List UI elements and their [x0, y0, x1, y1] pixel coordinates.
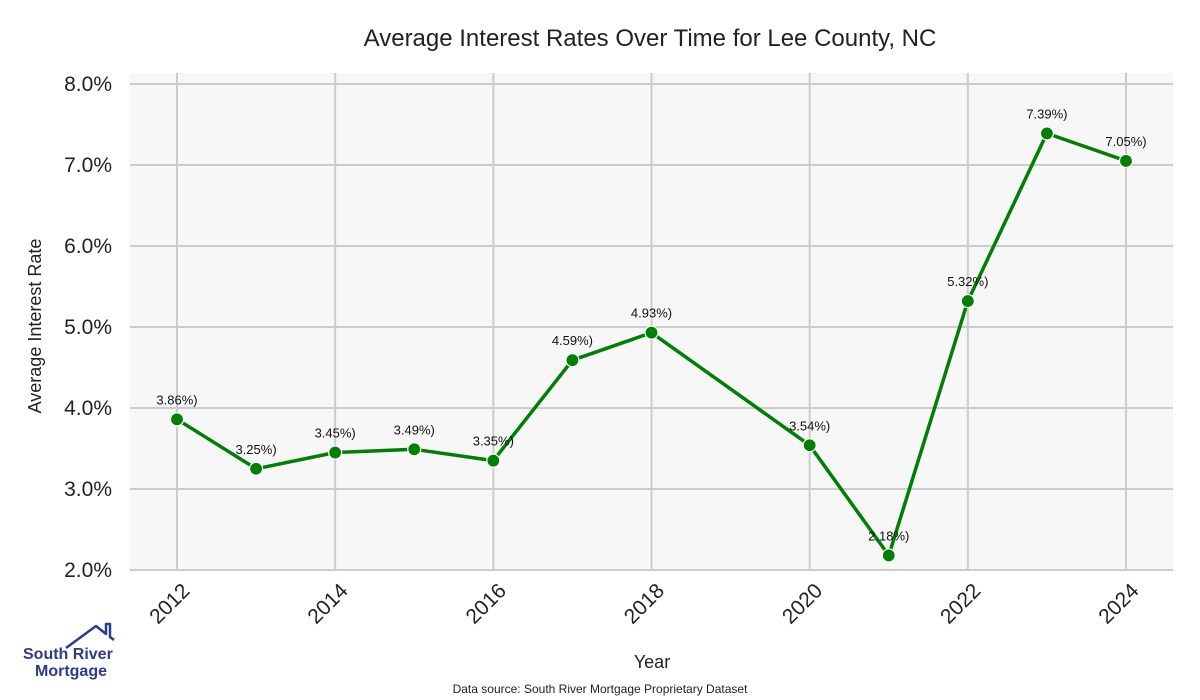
data-point	[881, 548, 896, 563]
x-axis-label: Year	[634, 652, 670, 672]
data-label: 3.49%)	[394, 422, 435, 437]
x-tick-label: 2020	[778, 579, 827, 628]
data-point	[1039, 126, 1055, 141]
data-label: 3.45%)	[315, 426, 356, 441]
data-point	[486, 453, 501, 468]
logo-line-2: Mortgage	[35, 663, 107, 680]
logo: South River Mortgage	[23, 622, 115, 680]
data-point	[407, 442, 422, 457]
x-tick-label: 2024	[1094, 579, 1144, 629]
y-tick-label: 7.0%	[64, 154, 112, 177]
data-label: 7.05%)	[1105, 134, 1146, 149]
data-labels: 3.86%) 3.25%) 3.45%) 3.49%) 3.35%) 4.59%) 4.93…	[156, 106, 1146, 543]
house-roof-icon	[65, 622, 115, 650]
series-line	[176, 131, 1127, 558]
y-tick-label: 5.0%	[64, 316, 112, 339]
x-tick-label: 2022	[936, 579, 985, 628]
data-point	[565, 353, 580, 368]
data-label: 3.35%)	[473, 434, 514, 449]
y-tick-label: 4.0%	[64, 397, 112, 420]
data-label: 3.25%)	[235, 442, 276, 457]
data-label: 4.93%)	[631, 306, 672, 321]
data-point	[960, 293, 975, 309]
data-point	[644, 325, 659, 340]
y-tick-label: 8.0%	[64, 73, 112, 96]
data-source-note: Data source: South River Mortgage Propri…	[453, 682, 748, 696]
x-tick-label: 2018	[620, 579, 669, 628]
data-points	[169, 126, 1134, 563]
data-point	[169, 412, 185, 427]
logo-line-1: South River	[23, 646, 113, 663]
data-label: 5.32%)	[947, 274, 988, 289]
data-label: 3.54%)	[789, 418, 830, 433]
x-tick-label: 2012	[145, 579, 194, 628]
x-tick-label: 2014	[303, 579, 353, 629]
data-point	[248, 461, 264, 476]
data-label: 2.18%)	[868, 528, 909, 543]
y-tick-label: 6.0%	[64, 235, 112, 258]
y-tick-label: 2.0%	[64, 559, 112, 582]
data-label: 4.59%)	[552, 333, 593, 348]
y-tick-label: 3.0%	[64, 478, 112, 501]
data-point	[328, 445, 343, 460]
data-point	[1118, 153, 1134, 169]
chart-title: Average Interest Rates Over Time for Lee…	[364, 25, 937, 52]
data-label: 3.86%)	[156, 392, 197, 407]
data-point	[802, 438, 817, 453]
y-axis-label: Average Interest Rate	[25, 239, 45, 414]
data-label: 7.39%)	[1026, 106, 1067, 121]
x-tick-label: 2016	[462, 579, 511, 628]
